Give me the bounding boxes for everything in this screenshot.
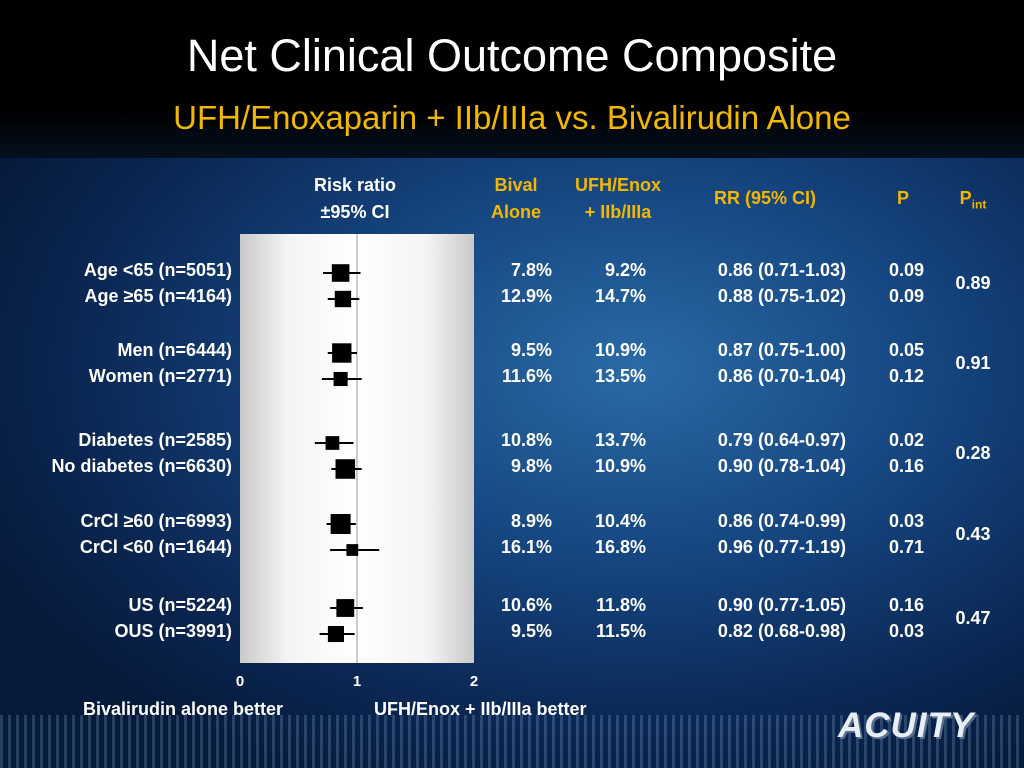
row-label: OUS (n=3991) — [114, 621, 232, 641]
ufh-header-line2: + IIb/IIIa — [584, 202, 652, 222]
bival-value: 9.5% — [510, 340, 552, 360]
ufh-header: UFH/Enox + IIb/IIIa — [560, 172, 676, 226]
rr-ci-value: 0.90 (0.77-1.05) — [717, 595, 846, 615]
rr-ci-value: 0.90 (0.78-1.04) — [717, 456, 846, 476]
ufh-value: 10.9% — [594, 340, 646, 360]
pint-header-sub: int — [971, 197, 987, 212]
bival-value: 12.9% — [500, 286, 552, 306]
row-label: Women (n=2771) — [88, 366, 232, 386]
p-value: 0.16 — [888, 456, 924, 476]
rr-ci-value: 0.88 (0.75-1.02) — [717, 286, 846, 306]
p-value: 0.12 — [888, 366, 924, 386]
footer-left-label: Bivalirudin alone better — [83, 699, 284, 719]
slide-title: Net Clinical Outcome Composite — [186, 30, 838, 81]
point-estimate — [327, 625, 344, 643]
bival-header-line1: Bival — [494, 175, 538, 195]
footer-right-label: UFH/Enox + IIb/IIIa better — [374, 699, 587, 719]
p-value: 0.16 — [888, 595, 924, 615]
p-value: 0.05 — [888, 340, 924, 360]
rr-header: RR (95% CI) — [713, 188, 816, 208]
point-estimate — [335, 459, 356, 479]
p-int-value: 0.91 — [955, 353, 991, 373]
rr-ci-value: 0.87 (0.75-1.00) — [717, 340, 846, 360]
row-label: Diabetes (n=2585) — [78, 430, 232, 450]
row-label: CrCl ≥60 (n=6993) — [80, 511, 232, 531]
acuity-logo: ACUITY — [838, 706, 975, 745]
point-estimate — [334, 290, 352, 308]
x-tick-label: 2 — [469, 673, 479, 690]
bival-value: 9.5% — [510, 621, 552, 641]
p-int-value: 0.43 — [955, 524, 991, 544]
ufh-value: 11.8% — [595, 595, 646, 615]
point-estimate — [332, 343, 352, 363]
ufh-value: 11.5% — [595, 621, 646, 641]
p-header: P — [896, 188, 909, 208]
point-estimate — [331, 264, 350, 282]
rr-ci-value: 0.86 (0.71-1.03) — [717, 260, 846, 280]
rr-ci-value: 0.82 (0.68-0.98) — [717, 621, 846, 641]
ufh-header-line1: UFH/Enox — [574, 175, 661, 195]
pint-header: Pint — [930, 185, 1016, 219]
row-label: CrCl <60 (n=1644) — [79, 537, 232, 557]
p-int-value: 0.28 — [955, 443, 991, 463]
point-estimate — [336, 599, 355, 617]
risk-ratio-header: Risk ratio ±95% CI — [294, 172, 416, 226]
bival-header-line2: Alone — [490, 202, 541, 222]
p-value: 0.03 — [888, 511, 924, 531]
ufh-value: 10.4% — [594, 511, 646, 531]
ufh-value: 13.5% — [594, 366, 646, 386]
p-int-value: 0.47 — [955, 608, 991, 628]
rr-ci-value: 0.86 (0.74-0.99) — [717, 511, 846, 531]
bival-value: 10.8% — [500, 430, 552, 450]
rr-ci-value: 0.79 (0.64-0.97) — [717, 430, 846, 450]
bival-value: 11.6% — [501, 366, 552, 386]
bival-value: 9.8% — [510, 456, 552, 476]
p-int-value: 0.89 — [955, 273, 991, 293]
row-label: No diabetes (n=6630) — [51, 456, 232, 476]
row-label: Age ≥65 (n=4164) — [84, 286, 232, 306]
risk-ratio-header-line1: Risk ratio — [313, 175, 397, 195]
bival-header: Bival Alone — [474, 172, 558, 226]
bival-value: 16.1% — [500, 537, 552, 557]
point-estimate — [330, 514, 351, 534]
row-label: Men (n=6444) — [117, 340, 232, 360]
bival-value: 10.6% — [500, 595, 552, 615]
ufh-value: 16.8% — [594, 537, 646, 557]
point-estimate — [346, 544, 359, 556]
row-label: US (n=5224) — [128, 595, 232, 615]
ufh-value: 14.7% — [594, 286, 646, 306]
title-bar — [0, 0, 1024, 158]
bival-value: 8.9% — [510, 511, 552, 531]
bival-value: 7.8% — [510, 260, 552, 280]
p-value: 0.09 — [888, 260, 924, 280]
decorative-strip — [0, 715, 1024, 768]
ufh-value: 10.9% — [594, 456, 646, 476]
p-value: 0.02 — [888, 430, 924, 450]
ufh-value: 13.7% — [594, 430, 646, 450]
slide-subtitle: UFH/Enoxaparin + IIb/IIIa vs. Bivalirudi… — [173, 99, 851, 136]
point-estimate — [325, 436, 340, 450]
p-value: 0.09 — [888, 286, 924, 306]
p-value: 0.71 — [888, 537, 924, 557]
pint-header-main: P — [959, 188, 972, 208]
point-estimate — [333, 371, 348, 387]
rr-ci-value: 0.86 (0.70-1.04) — [717, 366, 846, 386]
p-value: 0.03 — [888, 621, 924, 641]
ufh-value: 9.2% — [604, 260, 646, 280]
rr-ci-value: 0.96 (0.77-1.19) — [717, 537, 846, 557]
row-label: Age <65 (n=5051) — [83, 260, 232, 280]
risk-ratio-header-line2: ±95% CI — [320, 202, 390, 222]
x-tick-label: 1 — [352, 673, 362, 690]
x-tick-label: 0 — [235, 673, 245, 690]
